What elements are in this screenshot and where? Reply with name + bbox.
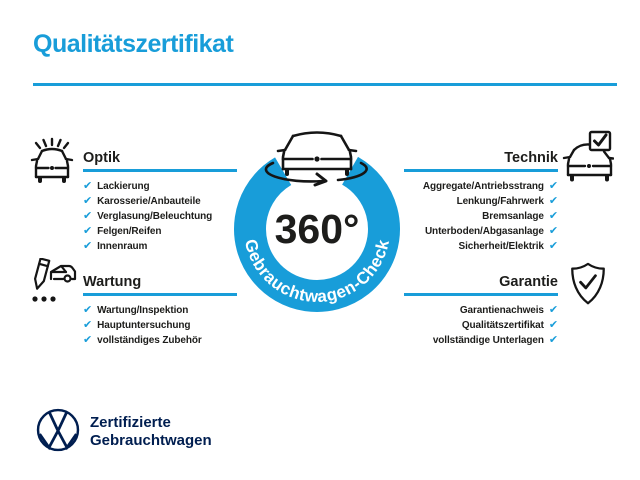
- checklist-item: Aggregate/Antriebsstrang ✔: [404, 179, 558, 194]
- check-icon: ✔: [83, 209, 93, 222]
- item-label: Qualitätszertifikat: [461, 319, 544, 331]
- vw-logo: [36, 408, 80, 452]
- checklist-item: Bremsanlage ✔: [404, 209, 558, 224]
- section-technik: Technik Aggregate/Antriebsstrang ✔ Lenkun…: [404, 149, 558, 254]
- item-label: Wartung/Inspektion: [97, 304, 189, 316]
- section-wartung-list: ✔ Wartung/Inspektion ✔ Hauptuntersuchung ✔…: [83, 303, 237, 348]
- check-icon: ✔: [83, 194, 93, 207]
- checklist-item: ✔ Felgen/Reifen: [83, 224, 237, 239]
- check-icon: ✔: [548, 303, 558, 316]
- car-360-rotation-icon: [264, 131, 368, 187]
- check-icon: ✔: [83, 239, 93, 252]
- item-label: Bremsanlage: [482, 210, 544, 222]
- section-optik-title: Optik: [83, 150, 121, 166]
- section-garantie-title: Garantie: [499, 274, 558, 290]
- section-technik-underline: [404, 169, 558, 172]
- check-icon: ✔: [548, 239, 558, 252]
- checklist-item: ✔ Verglasung/Beleuchtung: [83, 209, 237, 224]
- check-icon: ✔: [548, 209, 558, 222]
- check-icon: ✔: [548, 194, 558, 207]
- item-label: Innenraum: [97, 240, 148, 252]
- title-divider: [33, 83, 617, 86]
- section-technik-list: Aggregate/Antriebsstrang ✔ Lenkung/Fahrwe…: [404, 179, 558, 254]
- item-label: Aggregate/Antriebsstrang: [422, 180, 544, 192]
- badge-ring: [234, 146, 400, 312]
- item-label: Lackierung: [97, 180, 150, 192]
- item-label: Karosserie/Anbauteile: [97, 195, 201, 207]
- item-label: vollständige Unterlagen: [432, 334, 544, 346]
- item-label: Lenkung/Fahrwerk: [456, 195, 544, 207]
- section-garantie: Garantie Garantienachweis ✔ Qualitätszert…: [404, 273, 558, 348]
- item-label: Hauptuntersuchung: [97, 319, 191, 331]
- brand-text: Zertifizierte Gebrauchtwagen: [90, 414, 212, 450]
- checklist-item: Qualitätszertifikat ✔: [404, 318, 558, 333]
- section-technik-title: Technik: [504, 150, 558, 166]
- badge-degrees: 360°: [275, 206, 360, 252]
- car-checkbox-icon: [562, 130, 614, 182]
- checklist-item: ✔ Karosserie/Anbauteile: [83, 194, 237, 209]
- check-icon: ✔: [548, 333, 558, 346]
- check-icon: ✔: [83, 303, 93, 316]
- item-label: Felgen/Reifen: [97, 225, 162, 237]
- checklist-item: Sicherheit/Elektrik ✔: [404, 239, 559, 254]
- section-optik-list: ✔ Lackierung ✔ Karosserie/Anbauteile ✔ Verg…: [83, 179, 237, 254]
- page-title: Qualitätszertifikat: [33, 30, 234, 58]
- item-label: Garantienachweis: [459, 304, 544, 316]
- check-icon: ✔: [83, 179, 93, 192]
- checklist-item: ✔ Hauptuntersuchung: [83, 318, 237, 333]
- sparkling-car-icon: [30, 137, 74, 183]
- section-wartung-underline: [83, 293, 237, 296]
- brand-line1: Zertifizierte: [90, 414, 171, 431]
- section-optik-underline: [83, 169, 237, 172]
- shield-check-icon: [571, 262, 605, 305]
- section-wartung: Wartung ✔ Wartung/Inspektion ✔ Hauptunters…: [83, 273, 237, 348]
- checklist-item: ✔ Innenraum: [83, 239, 237, 254]
- checklist-item: ✔ Lackierung: [83, 179, 237, 194]
- checklist-item: Unterboden/Abgasanlage ✔: [404, 224, 558, 239]
- checklist-item: ✔ vollständiges Zubehör: [83, 333, 237, 348]
- item-label: Sicherheit/Elektrik: [458, 240, 544, 252]
- check-icon: ✔: [548, 318, 558, 331]
- checklist-item: vollständige Unterlagen ✔: [404, 333, 558, 348]
- item-label: Unterboden/Abgasanlage: [424, 225, 544, 237]
- checklist-item: Garantienachweis ✔: [404, 303, 558, 318]
- brand-line2: Gebrauchtwagen: [90, 432, 212, 449]
- check-icon: ✔: [83, 333, 93, 346]
- section-optik: Optik ✔ Lackierung ✔ Karosserie/Anbauteile…: [83, 149, 237, 254]
- badge-360-check: Gebrauchtwagen-Check 360°: [234, 131, 400, 312]
- service-checklist-icon: [32, 258, 77, 302]
- section-wartung-title: Wartung: [83, 274, 142, 290]
- check-icon: ✔: [83, 224, 93, 237]
- check-icon: ✔: [548, 224, 558, 237]
- checklist-item: Lenkung/Fahrwerk ✔: [404, 194, 559, 209]
- check-icon: ✔: [83, 318, 93, 331]
- section-garantie-underline: [404, 293, 558, 296]
- item-label: Verglasung/Beleuchtung: [97, 210, 213, 222]
- check-icon: ✔: [548, 179, 558, 192]
- checklist-item: ✔ Wartung/Inspektion: [83, 303, 237, 318]
- item-label: vollständiges Zubehör: [97, 334, 202, 346]
- section-garantie-list: Garantienachweis ✔ Qualitätszertifikat ✔ v…: [404, 303, 558, 348]
